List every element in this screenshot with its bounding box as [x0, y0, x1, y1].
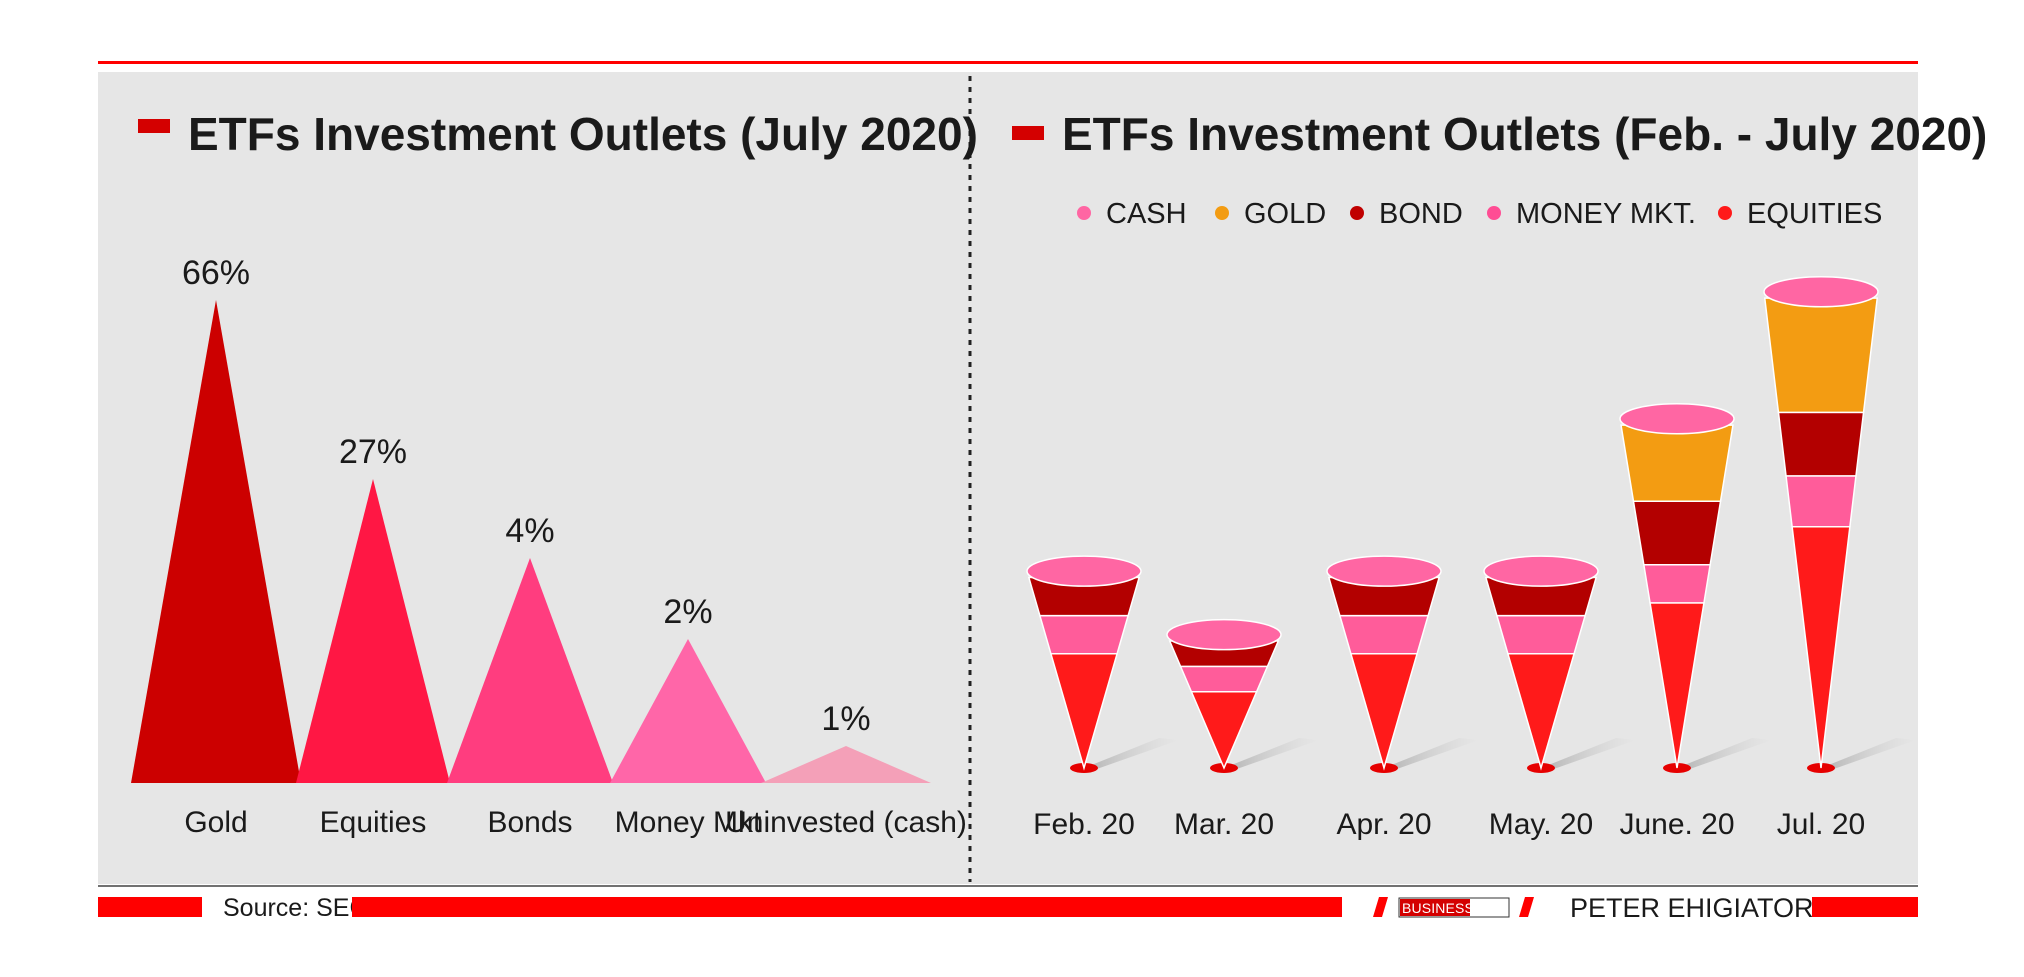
- cone-segment-2-1: [1338, 614, 1430, 655]
- cone-shadow-2: [1384, 738, 1479, 770]
- right-chart: Feb. 20 Mar. 20 Apr. 20 May. 20 June. 20 Jul.…: [1026, 276, 1916, 841]
- category-label-2: Bonds: [487, 806, 572, 839]
- cone-top-4: [1619, 403, 1735, 435]
- legend-label-4: EQUITIES: [1747, 198, 1882, 230]
- legend-dot-3: [1487, 206, 1501, 220]
- cone-top-3: [1483, 555, 1599, 587]
- cone-top-5: [1763, 276, 1879, 308]
- cone-segment-5-3: [1763, 297, 1879, 414]
- legend-dot-1: [1215, 206, 1229, 220]
- legend-dot-2: [1350, 206, 1364, 220]
- category-label-0: Gold: [184, 806, 247, 839]
- cone-shadow-5: [1821, 738, 1916, 770]
- category-label-3: Money Mkt: [615, 806, 762, 839]
- month-label-4: June. 20: [1619, 808, 1734, 841]
- footer-bar-left: [98, 897, 202, 917]
- bar-triangle-2: [447, 558, 613, 783]
- legend-dot-0: [1077, 206, 1091, 220]
- bar-triangle-0: [131, 300, 301, 783]
- month-label-5: Jul. 20: [1777, 808, 1865, 841]
- publisher-logo-text: BUSINESS DAY: [1402, 900, 1507, 916]
- cone-segment-5-2: [1777, 411, 1865, 477]
- footer-bar-middle: [352, 897, 1342, 917]
- category-label-1: Equities: [320, 806, 427, 839]
- cone-segment-4-1: [1642, 564, 1712, 604]
- legend-label-2: BOND: [1379, 198, 1463, 230]
- cone-segment-5-1: [1785, 475, 1857, 528]
- footer-bar-right: [1812, 897, 1918, 917]
- left-title-marker: [138, 119, 170, 133]
- footer-slash-left: [1373, 897, 1388, 917]
- left-chart-title: ETFs Investment Outlets (July 2020): [188, 108, 978, 160]
- data-label-4: 1%: [821, 700, 870, 738]
- cone-segment-0-2: [1027, 576, 1141, 617]
- month-label-0: Feb. 20: [1033, 808, 1135, 841]
- month-label-2: Apr. 20: [1336, 808, 1431, 841]
- cone-segment-4-3: [1620, 424, 1734, 503]
- month-label-3: May. 20: [1489, 808, 1594, 841]
- bar-triangle-4: [761, 746, 931, 783]
- month-label-1: Mar. 20: [1174, 808, 1274, 841]
- footer-slash-right: [1519, 897, 1534, 917]
- publisher-logo-red: [1400, 899, 1470, 916]
- cone-segment-4-2: [1632, 500, 1722, 566]
- legend-label-1: GOLD: [1244, 198, 1326, 230]
- top-rule: [98, 61, 1918, 64]
- data-label-3: 2%: [663, 593, 712, 631]
- cone-segment-3-2: [1484, 576, 1598, 617]
- cone-top-1: [1166, 618, 1282, 651]
- category-label-4: Uninvested (cash): [725, 806, 967, 839]
- bar-triangle-3: [610, 639, 766, 783]
- legend: CASH GOLD BOND MONEY MKT. EQUITIES: [1077, 198, 1882, 230]
- cone-shadow-3: [1541, 738, 1636, 770]
- cone-shadow-4: [1677, 738, 1772, 770]
- cone-segment-2-2: [1327, 576, 1441, 617]
- cone-shadow-0: [1084, 738, 1179, 770]
- cone-segment-3-1: [1495, 614, 1587, 655]
- cone-segment-0-1: [1038, 614, 1130, 655]
- data-label-1: 27%: [339, 433, 407, 471]
- legend-label-0: CASH: [1106, 198, 1187, 230]
- legend-dot-4: [1718, 206, 1732, 220]
- author-text: PETER EHIGIATOR: [1570, 893, 1814, 923]
- cone-shadow-1: [1224, 738, 1319, 770]
- right-chart-title: ETFs Investment Outlets (Feb. - July 202…: [1062, 108, 1987, 160]
- left-chart: 66% Gold 27% Equities 4% Bonds 2% Money Mkt 1% Un…: [131, 254, 967, 839]
- cone-top-2: [1326, 555, 1442, 587]
- cone-segment-1-1: [1179, 665, 1269, 693]
- data-label-2: 4%: [505, 512, 554, 550]
- right-title-marker: [1012, 126, 1044, 140]
- source-text: Source: SEC: [223, 894, 368, 922]
- data-label-0: 66%: [182, 254, 250, 292]
- bar-triangle-1: [296, 479, 450, 783]
- cone-top-0: [1026, 555, 1142, 587]
- legend-label-3: MONEY MKT.: [1516, 198, 1696, 230]
